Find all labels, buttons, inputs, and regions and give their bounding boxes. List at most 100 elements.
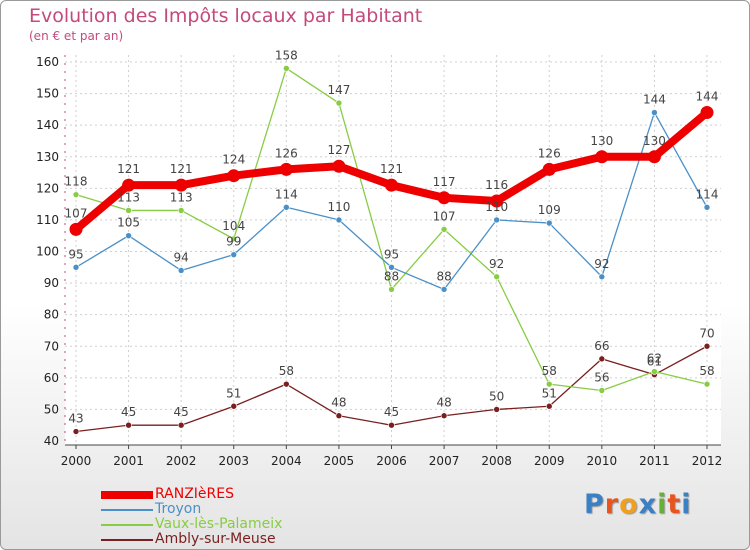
y-tick-label: 100 [36,245,59,259]
x-tick-label: 2000 [61,454,92,468]
data-point-ambly-sur-meuse [125,421,132,429]
data-point-ambly-sur-meuse [177,421,185,429]
logo-letter: i [657,489,668,520]
data-label-troyon: 105 [117,216,140,230]
data-point-vaux-l-s-palameix [440,226,448,233]
data-point-ranzi-res [385,178,398,192]
data-label-troyon: 110 [327,200,350,214]
data-point-troyon [440,286,448,293]
data-label-ranzi-res: 124 [222,153,245,167]
data-label-ambly-sur-meuse: 58 [279,364,294,378]
data-label-vaux-l-s-palameix: 104 [222,219,245,233]
data-point-ambly-sur-meuse [335,412,343,420]
data-point-troyon [493,216,500,224]
y-tick-label: 90 [44,276,59,290]
plot-area [65,55,721,445]
data-label-vaux-l-s-palameix: 88 [384,269,399,283]
x-tick-label: 2010 [587,454,618,468]
data-point-vaux-l-s-palameix [177,207,185,214]
data-label-vaux-l-s-palameix: 107 [433,209,456,223]
data-point-ranzi-res [332,159,346,173]
legend-swatch [101,509,153,511]
data-label-ambly-sur-meuse: 51 [542,386,557,400]
logo-letter: o [619,489,639,520]
data-point-vaux-l-s-palameix [388,286,395,293]
y-tick-label: 130 [36,150,59,164]
y-tick-label: 60 [44,371,59,385]
data-point-troyon [177,267,185,274]
data-point-ambly-sur-meuse [493,406,500,413]
data-point-ambly-sur-meuse [598,355,606,363]
data-point-ranzi-res [700,106,714,120]
data-point-ranzi-res [279,162,293,176]
legend-label: RANZIèRES [155,486,235,502]
data-point-ranzi-res [174,178,188,192]
data-label-ambly-sur-meuse: 50 [489,389,504,403]
data-label-ambly-sur-meuse: 48 [331,396,346,410]
x-tick-label: 2008 [481,454,512,468]
data-point-vaux-l-s-palameix [230,235,238,243]
logo-letter: i [681,489,692,520]
data-label-ranzi-res: 121 [117,162,140,176]
data-label-ranzi-res: 117 [433,175,456,189]
data-label-vaux-l-s-palameix: 62 [647,352,662,366]
chart-subtitle: (en € et par an) [29,29,124,43]
data-label-ranzi-res: 126 [275,146,298,160]
data-point-troyon [598,273,606,281]
data-label-troyon: 99 [226,235,241,249]
data-point-ranzi-res [437,191,451,205]
data-label-ranzi-res: 121 [380,162,403,176]
y-tick-label: 160 [36,55,59,69]
data-point-vaux-l-s-palameix [72,191,80,198]
data-label-troyon: 114 [275,187,298,201]
data-point-troyon [72,263,80,271]
logo-letter: P [584,489,605,520]
x-tick-label: 2011 [639,454,670,468]
x-tick-label: 2005 [324,454,355,468]
data-label-ambly-sur-meuse: 43 [68,412,83,426]
data-label-troyon: 95 [384,247,399,261]
y-tick-label: 120 [36,181,59,195]
data-label-ranzi-res: 126 [538,146,561,160]
x-tick-label: 2012 [692,454,723,468]
data-label-ambly-sur-meuse: 45 [384,405,399,419]
data-label-ranzi-res: 121 [170,162,193,176]
y-tick-label: 110 [36,213,59,227]
y-tick-label: 150 [36,87,59,101]
data-point-troyon [651,109,658,116]
data-label-ambly-sur-meuse: 66 [594,339,609,353]
data-label-ambly-sur-meuse: 61 [647,355,662,369]
data-point-vaux-l-s-palameix [335,99,343,107]
y-tick-label: 140 [36,118,59,132]
data-label-troyon: 144 [643,93,666,107]
data-point-ranzi-res [227,169,241,183]
data-point-vaux-l-s-palameix [703,380,711,388]
data-label-vaux-l-s-palameix: 118 [65,175,88,189]
y-tick-label: 80 [44,308,59,322]
data-point-troyon [388,263,395,271]
chart-title: Evolution des Impôts locaux par Habitant [29,5,423,27]
data-label-troyon: 114 [696,187,719,201]
data-label-vaux-l-s-palameix: 147 [327,83,350,97]
data-point-ranzi-res [542,162,556,176]
data-point-ambly-sur-meuse [703,342,711,350]
legend-label: Vaux-lès-Palameix [155,516,283,532]
logo-letter: r [604,489,620,520]
data-point-troyon [230,251,238,258]
data-label-vaux-l-s-palameix: 58 [542,364,557,378]
legend-item-vaux-les-palameix: Vaux-lès-Palameix [101,516,361,532]
data-point-ambly-sur-meuse [283,380,290,388]
data-label-vaux-l-s-palameix: 92 [489,257,504,271]
x-tick-label: 2002 [166,454,197,468]
x-tick-label: 2009 [534,454,565,468]
data-point-troyon [125,232,132,240]
data-point-troyon [335,216,343,224]
data-point-vaux-l-s-palameix [125,207,132,214]
legend-swatch [101,539,153,541]
data-point-troyon [283,203,290,211]
data-point-ranzi-res [595,150,609,164]
data-label-ranzi-res: 107 [65,206,88,220]
legend-label: Ambly-sur-Meuse [155,531,276,547]
data-point-ranzi-res [490,194,504,208]
